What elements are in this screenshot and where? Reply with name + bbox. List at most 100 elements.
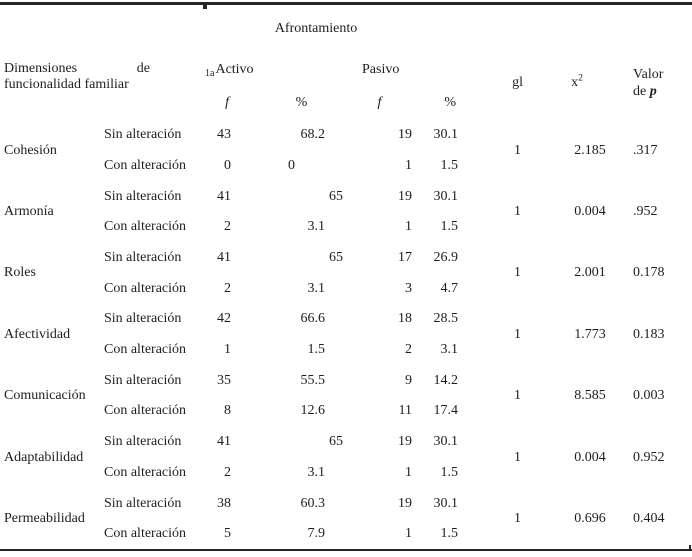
alteration-label: Sin alteración: [104, 250, 182, 266]
cell-gl: 1: [514, 142, 522, 158]
table-body: Cohesión Sin alteración 43 68.2 19 30.1 …: [0, 120, 692, 550]
cell-pasivo-pct: 1.5: [440, 526, 459, 542]
alteration-label: Sin alteración: [104, 434, 182, 450]
dimension-label: Armonía: [4, 204, 54, 220]
cell-gl: 1: [514, 204, 522, 220]
chi-square-symbol: x2: [571, 73, 583, 91]
table-row: Comunicación Sin alteración 35 55.5 9 14…: [0, 366, 692, 403]
table-row: Con alteración 8 12.6 11 17.4: [0, 396, 692, 427]
cell-p-value: .317: [633, 142, 658, 158]
cell-chi-square: 0.004: [574, 449, 606, 465]
cell-pasivo-pct: 30.1: [433, 188, 459, 204]
cell-pasivo-pct: 17.4: [433, 403, 459, 419]
cell-pasivo-pct: 30.1: [433, 127, 459, 143]
cell-pasivo-f: 11: [398, 403, 412, 419]
spanner-header-afrontamiento: Afrontamiento: [200, 5, 460, 54]
cell-pasivo-pct: 1.5: [440, 157, 459, 173]
dimension-label: Cohesión: [4, 142, 57, 158]
cell-chi-square: 8.585: [574, 388, 606, 404]
alteration-label: Sin alteración: [104, 311, 182, 327]
cell-activo-f: 8: [224, 403, 231, 419]
cell-activo-f: 5: [224, 526, 231, 542]
table-row: Roles Sin alteración 41 65 17 26.9 1 2.0…: [0, 243, 692, 280]
cell-activo-pct: 3.1: [307, 464, 326, 480]
alteration-label: Sin alteración: [104, 495, 182, 511]
alteration-label: Con alteración: [104, 403, 187, 419]
column-group-pasivo: Pasivo: [362, 62, 400, 78]
spacer-cell: [0, 5, 200, 54]
cell-pasivo-pct: 1.5: [440, 464, 459, 480]
column-header-dimensiones: Dimensiones de funcionalidad familiar: [0, 54, 200, 120]
cell-pasivo-f: 19: [398, 127, 412, 143]
cell-pasivo-f: 1: [405, 526, 412, 542]
table-row: Con alteración 2 3.1 3 4.7: [0, 273, 692, 304]
column-header-f-activo: f: [225, 95, 229, 111]
cell-activo-pct: 65: [329, 434, 343, 450]
cell-pasivo-pct: 14.2: [433, 372, 459, 388]
table-row: Con alteración 5 7.9 1 1.5: [0, 519, 692, 550]
cell-activo-pct: 60.3: [300, 495, 326, 511]
p-symbol: p: [649, 83, 657, 99]
table-row: Dimensiones de funcionalidad familiar 1a…: [0, 54, 692, 99]
cell-pasivo-pct: 3.1: [440, 342, 459, 358]
cell-gl: 1: [514, 326, 522, 342]
dimension-label: Comunicación: [4, 388, 86, 404]
cell-pasivo-f: 1: [405, 157, 412, 173]
coping-statistics-table: Afrontamiento Dimensiones de funcionalid…: [0, 5, 692, 550]
activo-label: Activo: [215, 62, 254, 78]
cell-pasivo-pct: 30.1: [433, 495, 459, 511]
cell-activo-f: 2: [224, 219, 231, 235]
cell-activo-pct: 12.6: [300, 403, 326, 419]
cell-pasivo-f: 19: [398, 495, 412, 511]
cell-activo-pct: 3.1: [307, 280, 326, 296]
alteration-label: Sin alteración: [104, 372, 182, 388]
cell-activo-f: 38: [217, 495, 231, 511]
cell-activo-f: 42: [217, 311, 231, 327]
cell-gl: 1: [514, 510, 522, 526]
cell-p-value: 0.952: [633, 449, 665, 465]
cell-pasivo-f: 17: [398, 250, 412, 266]
cell-gl: 1: [514, 388, 522, 404]
cell-pasivo-f: 1: [405, 464, 412, 480]
cell-activo-pct: 3.1: [307, 219, 326, 235]
column-header-pct-pasivo: %: [444, 95, 457, 111]
cell-activo-f: 41: [217, 250, 231, 266]
dimensiones-header-line2: funcionalidad familiar: [4, 77, 129, 93]
column-header-p-value: Valor de p: [625, 54, 692, 120]
cell-activo-f: 43: [217, 127, 231, 143]
cell-chi-square: 2.001: [574, 265, 606, 281]
cell-gl: 1: [514, 265, 522, 281]
column-group-activo: 1aActivo: [200, 54, 345, 87]
cell-activo-pct: 66.6: [300, 311, 326, 327]
cell-pasivo-f: 1: [405, 219, 412, 235]
spacer-cell: [460, 5, 692, 54]
cell-activo-f: 0: [224, 157, 231, 173]
table-row: Con alteración 0 0 1 1.5: [0, 151, 692, 182]
table-bottom-rule: [0, 549, 692, 551]
table-row: Armonía Sin alteración 41 65 19 30.1 1 0…: [0, 181, 692, 219]
alteration-label: Sin alteración: [104, 188, 182, 204]
table-top-rule: [0, 2, 692, 5]
cell-pasivo-pct: 30.1: [433, 434, 459, 450]
cell-p-value: 0.003: [633, 388, 665, 404]
header-text: Valor: [633, 67, 664, 83]
cell-p-value: .952: [633, 204, 658, 220]
alteration-label: Con alteración: [104, 219, 187, 235]
cell-activo-pct: 65: [329, 250, 343, 266]
header-text: de p: [633, 83, 657, 99]
cell-pasivo-pct: 28.5: [433, 311, 459, 327]
cell-activo-pct: 55.5: [300, 372, 326, 388]
cell-p-value: 0.183: [633, 326, 665, 342]
cell-activo-pct: 7.9: [307, 526, 326, 542]
table-row: Con alteración 1 1.5 2 3.1: [0, 335, 692, 366]
column-header-chi-square: x2: [555, 54, 625, 120]
cell-activo-f: 41: [217, 434, 231, 450]
cell-pasivo-pct: 4.7: [440, 280, 459, 296]
cell-pasivo-pct: 1.5: [440, 219, 459, 235]
scan-artifact-tick: [689, 545, 691, 551]
cell-activo-f: 41: [217, 188, 231, 204]
cell-activo-f: 2: [224, 464, 231, 480]
table-row: Con alteración 2 3.1 1 1.5: [0, 212, 692, 243]
alteration-label: Con alteración: [104, 157, 187, 173]
cell-pasivo-f: 19: [398, 434, 412, 450]
